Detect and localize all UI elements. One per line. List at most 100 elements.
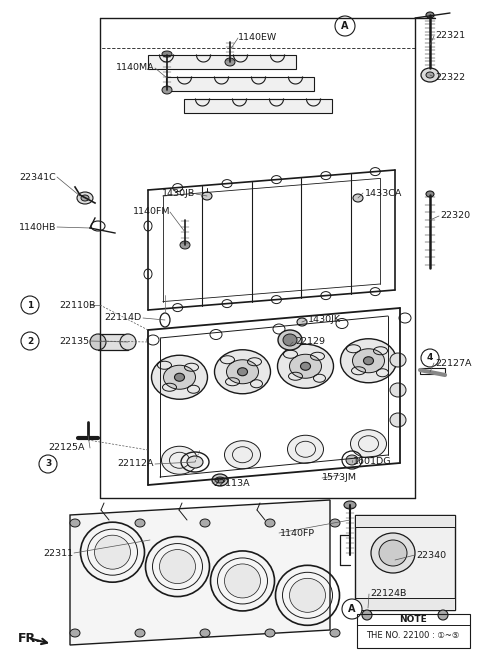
Ellipse shape <box>265 629 275 637</box>
Ellipse shape <box>330 629 340 637</box>
Ellipse shape <box>212 474 228 486</box>
Text: 22113A: 22113A <box>213 478 250 487</box>
Text: 22311: 22311 <box>43 549 73 558</box>
Circle shape <box>21 332 39 350</box>
Ellipse shape <box>278 330 302 350</box>
Ellipse shape <box>164 365 195 389</box>
Text: 1140FM: 1140FM <box>132 208 170 217</box>
Ellipse shape <box>426 72 434 78</box>
Ellipse shape <box>135 519 145 527</box>
Ellipse shape <box>289 578 325 612</box>
Text: 22114D: 22114D <box>105 313 142 323</box>
Ellipse shape <box>390 413 406 427</box>
Ellipse shape <box>421 68 439 82</box>
Bar <box>420 368 445 374</box>
Text: 1601DG: 1601DG <box>353 457 392 466</box>
Bar <box>98 334 128 350</box>
Text: 22125A: 22125A <box>48 443 84 453</box>
Ellipse shape <box>426 12 434 18</box>
Ellipse shape <box>289 354 322 378</box>
Ellipse shape <box>300 362 311 371</box>
Text: 22124B: 22124B <box>370 589 407 599</box>
Text: 22321: 22321 <box>435 32 465 41</box>
Text: 1140MA: 1140MA <box>116 64 155 72</box>
Polygon shape <box>166 77 314 91</box>
Ellipse shape <box>362 610 372 620</box>
Ellipse shape <box>426 191 434 197</box>
Circle shape <box>39 455 57 473</box>
Ellipse shape <box>344 501 356 509</box>
Ellipse shape <box>90 334 106 350</box>
Text: 1: 1 <box>27 300 33 309</box>
Text: A: A <box>348 604 356 614</box>
Ellipse shape <box>200 629 210 637</box>
Ellipse shape <box>95 535 131 569</box>
Ellipse shape <box>162 51 172 57</box>
Ellipse shape <box>353 194 363 202</box>
Text: 4: 4 <box>427 353 433 363</box>
Polygon shape <box>70 500 330 645</box>
Ellipse shape <box>70 519 80 527</box>
Text: 22129: 22129 <box>295 338 325 346</box>
Ellipse shape <box>225 564 261 598</box>
Text: 22320: 22320 <box>440 212 470 221</box>
Ellipse shape <box>159 549 195 583</box>
Ellipse shape <box>352 349 384 373</box>
Ellipse shape <box>288 435 324 463</box>
Ellipse shape <box>162 86 172 94</box>
Ellipse shape <box>297 318 307 326</box>
Text: 1433CA: 1433CA <box>365 189 402 198</box>
Ellipse shape <box>215 477 225 483</box>
Ellipse shape <box>175 373 184 381</box>
Ellipse shape <box>371 533 415 573</box>
Text: 1140EW: 1140EW <box>238 34 277 43</box>
Text: 1430JK: 1430JK <box>308 315 341 325</box>
Ellipse shape <box>390 383 406 397</box>
Ellipse shape <box>152 355 207 399</box>
Text: 3: 3 <box>45 459 51 468</box>
Ellipse shape <box>379 540 407 566</box>
Text: 22110B: 22110B <box>59 300 96 309</box>
Text: 22135: 22135 <box>59 336 89 346</box>
Circle shape <box>21 296 39 314</box>
Ellipse shape <box>346 455 358 465</box>
Ellipse shape <box>120 334 136 350</box>
Ellipse shape <box>225 441 261 468</box>
Ellipse shape <box>330 519 340 527</box>
Ellipse shape <box>438 610 448 620</box>
Text: 2: 2 <box>27 336 33 346</box>
Ellipse shape <box>238 368 248 376</box>
Text: 22340: 22340 <box>416 551 446 560</box>
Ellipse shape <box>363 357 373 365</box>
Polygon shape <box>148 55 296 69</box>
Polygon shape <box>184 99 332 113</box>
Ellipse shape <box>77 192 93 204</box>
Ellipse shape <box>227 360 259 384</box>
Ellipse shape <box>265 519 275 527</box>
Text: 1140FP: 1140FP <box>280 528 315 537</box>
Text: 1573JM: 1573JM <box>322 474 357 482</box>
Text: NOTE: NOTE <box>399 616 427 625</box>
Text: 22341C: 22341C <box>19 173 56 181</box>
Text: 22322: 22322 <box>435 72 465 81</box>
Circle shape <box>335 16 355 36</box>
Ellipse shape <box>81 195 89 201</box>
Bar <box>355 515 455 610</box>
Bar <box>357 614 470 648</box>
Ellipse shape <box>187 456 203 468</box>
Ellipse shape <box>225 58 235 66</box>
Ellipse shape <box>202 192 212 200</box>
Text: FR.: FR. <box>18 631 41 645</box>
Ellipse shape <box>215 350 271 394</box>
Ellipse shape <box>70 629 80 637</box>
Ellipse shape <box>350 430 386 458</box>
Circle shape <box>342 599 362 619</box>
Ellipse shape <box>180 241 190 249</box>
Bar <box>355 598 455 610</box>
Text: 1140HB: 1140HB <box>19 223 56 231</box>
Ellipse shape <box>135 629 145 637</box>
Text: 22112A: 22112A <box>118 459 154 468</box>
Circle shape <box>421 349 439 367</box>
Text: A: A <box>341 21 349 31</box>
Bar <box>355 515 455 527</box>
